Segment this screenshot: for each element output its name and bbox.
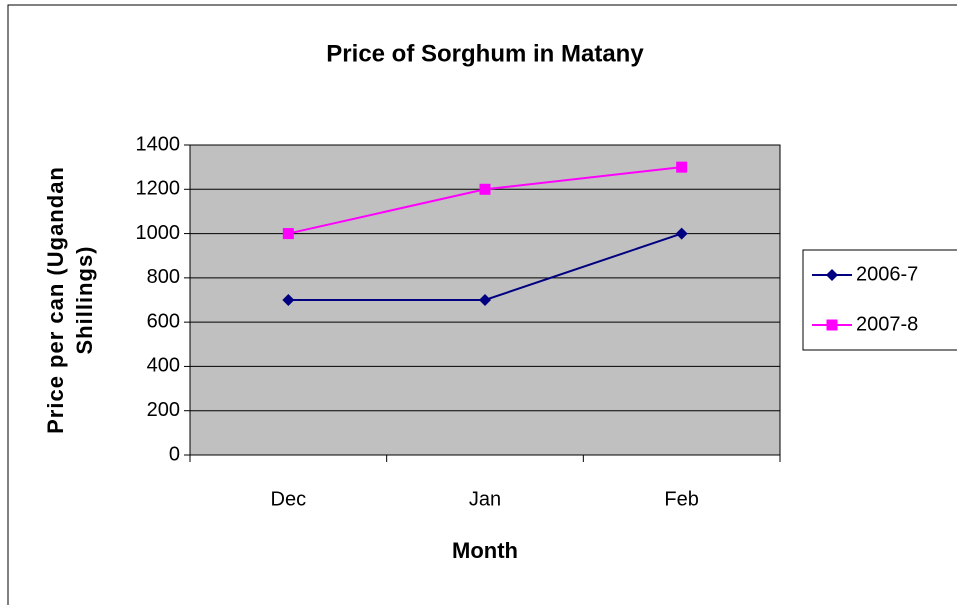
y-axis-label-line: Shillings) [72,246,97,355]
legend-label: 2007-8 [856,313,918,335]
data-point [282,228,294,240]
data-point [479,183,491,195]
x-tick-label: Dec [271,488,307,510]
data-point [676,161,688,173]
y-tick-label: 200 [147,399,180,421]
y-axis-label-line: Price per can (Ugandan [43,166,68,434]
data-point [675,227,688,240]
x-tick-label: Feb [664,488,698,510]
legend-marker [826,319,838,331]
chart-title: Price of Sorghum in Matany [326,40,644,67]
data-point [282,294,295,306]
y-axis-label: Price per can (Ugandan Shillings) [43,166,97,434]
y-tick-label: 1400 [136,133,181,155]
x-axis-label: Month [452,538,518,563]
legend-label: 2006-7 [856,263,918,285]
y-tick-label: 1200 [136,178,181,200]
y-tick-label: 0 [169,443,180,465]
y-tick-label: 400 [147,355,180,377]
legend-marker [826,269,838,281]
y-tick-label: 1000 [136,222,181,244]
x-tick-label: Jan [469,488,501,510]
y-tick-label: 600 [147,310,180,332]
y-tick-label: 800 [147,266,180,288]
data-point [479,294,491,306]
legend-box [802,249,957,351]
